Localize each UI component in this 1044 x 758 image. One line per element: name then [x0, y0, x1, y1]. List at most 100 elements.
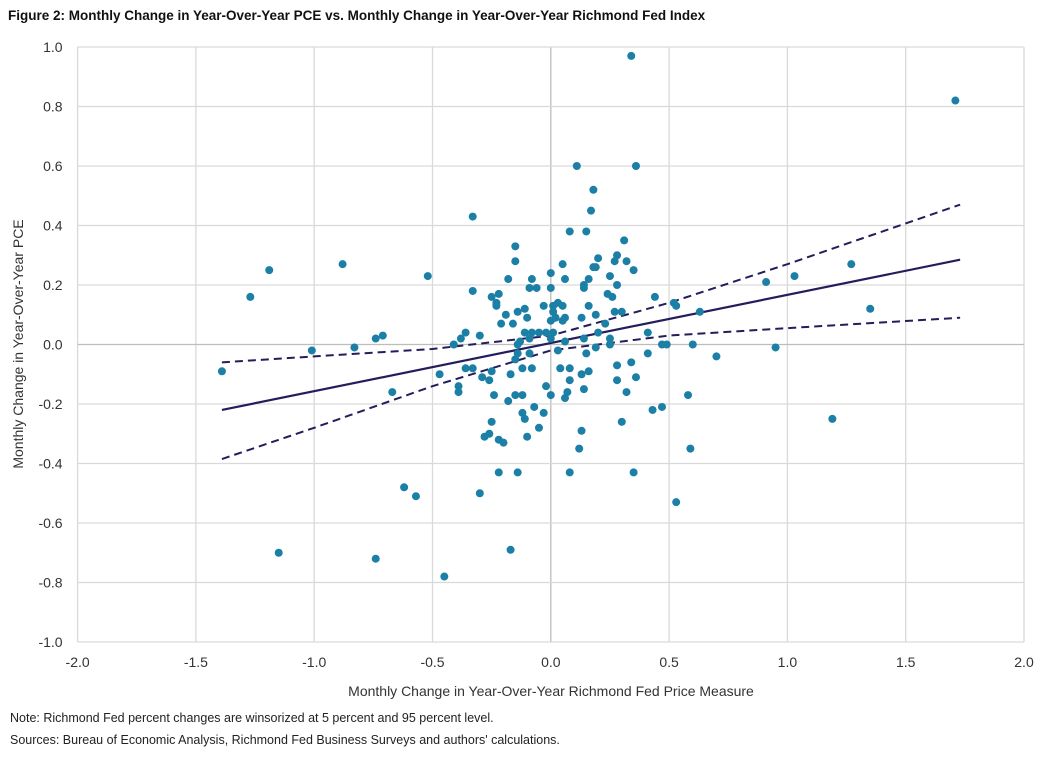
data-point [577, 426, 586, 435]
data-point [523, 432, 532, 441]
data-point [440, 572, 449, 581]
data-point [572, 162, 581, 170]
x-tick-label: 1.5 [896, 654, 916, 670]
data-point [423, 272, 432, 281]
data-point [579, 334, 588, 343]
data-point [487, 292, 496, 301]
data-point [627, 358, 636, 367]
data-point [492, 301, 501, 310]
data-point [579, 385, 588, 394]
tick-labels: -2.0 -1.5 -1.0 -0.5 0.0 0.5 1.0 1.5 2.0 1.0 0.8 0.6… [38, 39, 1033, 670]
data-point [525, 349, 534, 358]
data-point [771, 343, 780, 352]
data-point [501, 310, 510, 319]
data-point [951, 96, 960, 105]
data-point [534, 423, 543, 432]
data-point [542, 328, 551, 337]
data-point [605, 334, 614, 343]
data-point [613, 281, 622, 289]
data-point [560, 337, 569, 346]
data-point [511, 355, 520, 364]
data-point [620, 236, 629, 245]
data-point [504, 397, 513, 406]
sources-text: Sources: Bureau of Economic Analysis, Ri… [10, 733, 560, 747]
data-point [506, 545, 515, 554]
data-point [546, 283, 555, 292]
data-point [695, 307, 704, 316]
regression-line [221, 258, 961, 412]
data-point [688, 340, 697, 349]
x-tick-label: 0.0 [541, 654, 561, 670]
data-point [591, 310, 600, 319]
x-tick-label: -0.5 [420, 654, 444, 670]
y-axis-label: Monthly Change in Year-Over-Year PCE [10, 219, 26, 468]
data-point [475, 331, 484, 340]
data-point [497, 319, 506, 328]
data-point [650, 292, 659, 301]
data-point [468, 364, 477, 373]
data-point [487, 417, 496, 426]
y-tick-label: -0.4 [38, 456, 62, 472]
data-point [217, 367, 226, 376]
data-point [499, 438, 508, 447]
data-point [525, 334, 534, 343]
data-point [605, 340, 614, 349]
data-point [461, 364, 470, 373]
data-point [594, 254, 603, 263]
y-tick-label: 0.2 [43, 277, 63, 293]
data-point [627, 51, 636, 60]
data-point [508, 319, 517, 328]
y-tick-label: 1.0 [43, 39, 63, 55]
y-tick-label: -0.6 [38, 515, 62, 531]
data-point [534, 328, 543, 337]
data-point [622, 388, 631, 397]
data-point [565, 227, 574, 236]
data-point [475, 489, 484, 498]
data-point [487, 367, 496, 376]
data-point [520, 304, 529, 313]
data-point [246, 292, 255, 301]
data-point [511, 242, 520, 251]
data-point [643, 328, 652, 337]
data-point [454, 388, 463, 397]
data-point [546, 334, 555, 343]
data-point [530, 402, 539, 411]
data-point [643, 349, 652, 358]
data-point [594, 328, 603, 337]
data-point [485, 376, 494, 385]
data-point [494, 289, 503, 298]
data-point [610, 307, 619, 316]
data-point [686, 444, 695, 453]
data-point [579, 283, 588, 292]
data-point [558, 301, 567, 310]
data-point [350, 343, 359, 352]
data-point [388, 388, 397, 397]
data-point [411, 492, 420, 501]
data-point [631, 373, 640, 382]
data-point [565, 364, 574, 373]
data-point [617, 307, 626, 316]
data-point [539, 408, 548, 417]
data-point [525, 283, 534, 292]
data-point [790, 272, 799, 281]
data-point [454, 382, 463, 391]
data-point [684, 391, 693, 400]
data-point [558, 316, 567, 325]
data-point [520, 328, 529, 337]
data-point [546, 269, 555, 278]
data-point [518, 391, 527, 400]
y-tick-label: 0.6 [43, 158, 63, 174]
x-tick-label: -2.0 [66, 654, 90, 670]
data-point [542, 382, 551, 391]
data-point [608, 292, 617, 301]
data-point [556, 364, 565, 373]
lower-confidence-band [221, 316, 961, 460]
data-point [456, 334, 465, 343]
fit-lines [221, 203, 961, 460]
data-point [582, 349, 591, 358]
data-point [506, 370, 515, 379]
data-point [307, 346, 316, 355]
data-point [516, 337, 525, 346]
y-tick-label: 0.4 [43, 218, 63, 234]
